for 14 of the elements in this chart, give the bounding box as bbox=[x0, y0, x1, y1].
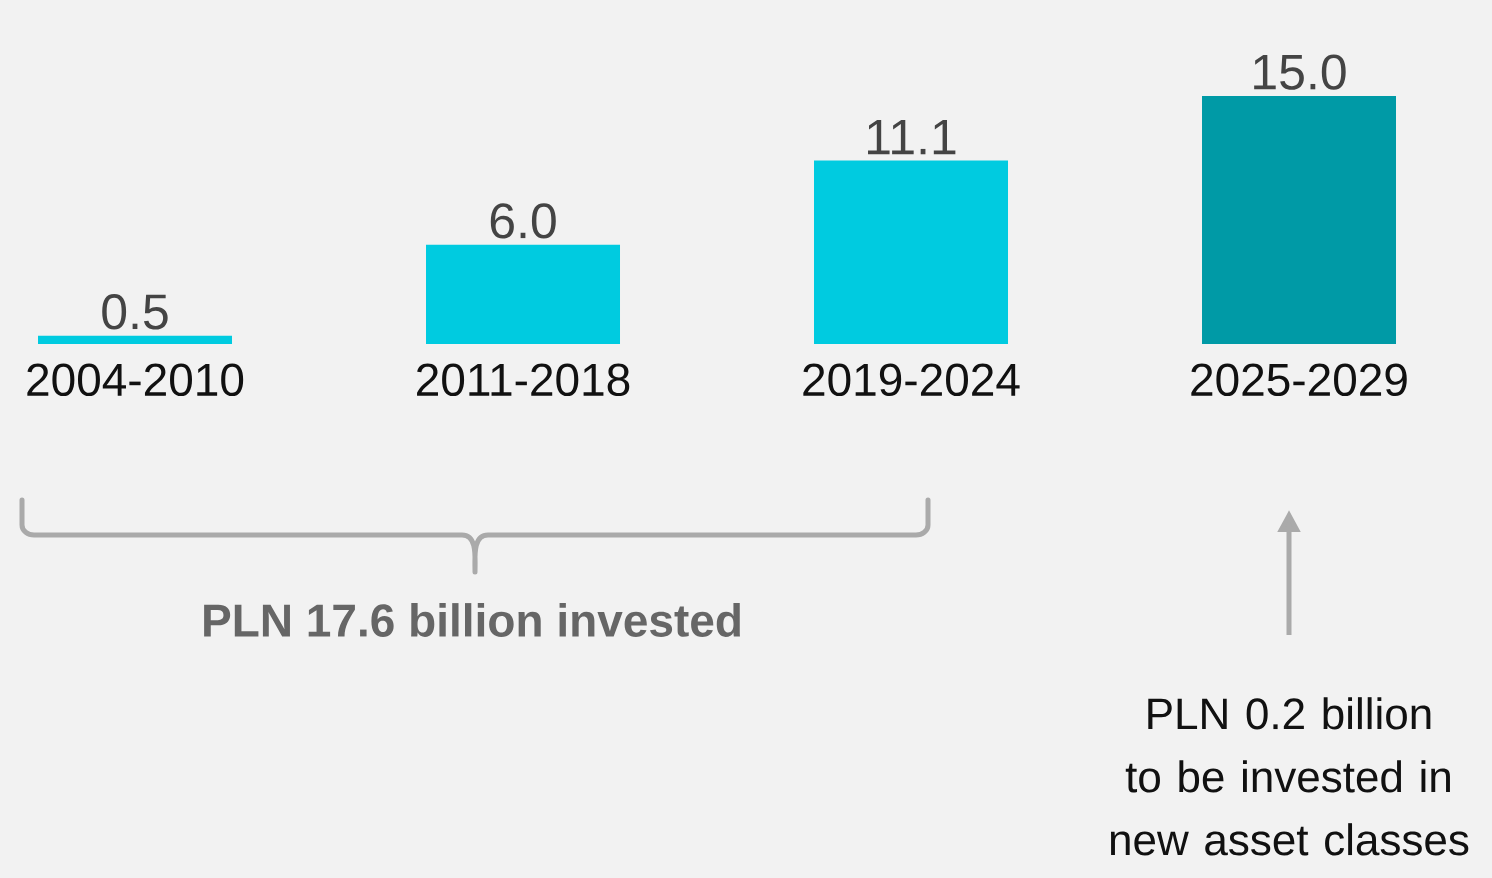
data-label: 11.1 bbox=[868, 119, 956, 155]
x-tick-label: 2011-2018 bbox=[417, 363, 630, 397]
data-label: 15.0 bbox=[1254, 54, 1346, 90]
x-tick-label: 2019-2024 bbox=[803, 363, 1020, 397]
bar bbox=[38, 335, 233, 344]
bar bbox=[1202, 95, 1397, 344]
x-tick-label: 2004-2010 bbox=[27, 363, 244, 397]
bar bbox=[426, 244, 621, 344]
text: PLN 17.6 billion invested bbox=[204, 603, 740, 637]
x-tick-label: 2025-2029 bbox=[1191, 363, 1407, 397]
data-label: 6.0 bbox=[490, 203, 556, 239]
data-label: 0.5 bbox=[102, 294, 168, 330]
bar bbox=[814, 160, 1009, 344]
text: PLN 0.2 billion to be invested in new asset classes bbox=[1110, 697, 1469, 856]
